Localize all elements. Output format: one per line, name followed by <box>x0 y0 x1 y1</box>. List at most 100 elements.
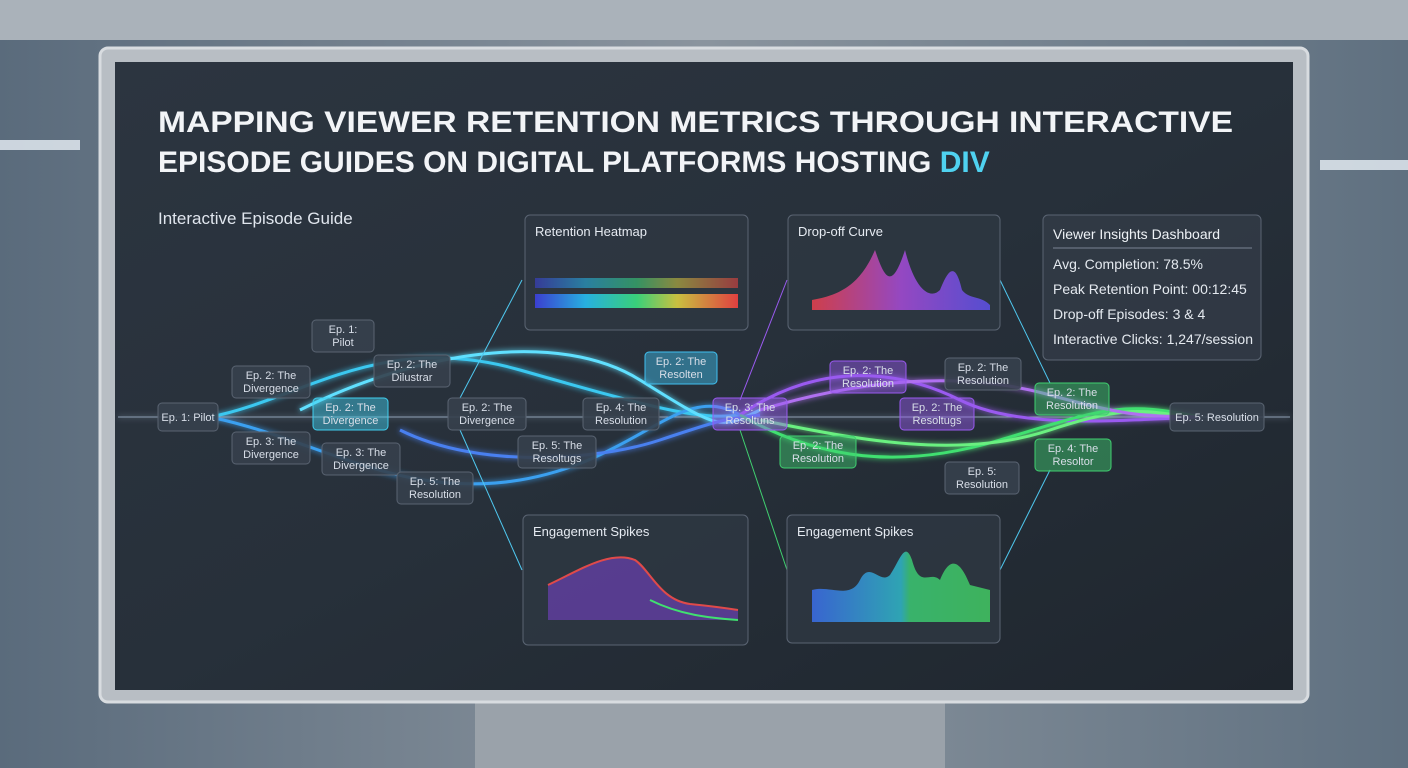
episode-label-line: Ep. 2: The <box>958 362 1009 374</box>
dashboard-item: Interactive Clicks: 1,247/session <box>1053 331 1253 347</box>
panel-title: Engagement Spikes <box>533 524 650 539</box>
episode-label-line: Resoltugs <box>533 453 582 465</box>
flow-line <box>759 410 1201 447</box>
title-line: EPISODE GUIDES ON DIGITAL PLATFORMS HOST… <box>158 146 990 179</box>
episode-label-line: Resoltugs <box>913 415 962 427</box>
episode-label-line: Ep. 3: The <box>246 436 297 448</box>
episode-label-line: Ep. 3: The <box>336 447 387 459</box>
episode-label: Ep. 2: The Resoltugs <box>912 402 963 427</box>
episode-node <box>944 357 1022 391</box>
episode-node <box>712 397 788 431</box>
dashboard-title: Viewer Insights Dashboard <box>1053 226 1220 242</box>
engagement-line <box>649 599 739 621</box>
episode-label-line: Ep. 2: The <box>1047 387 1098 399</box>
episode-node <box>447 397 527 431</box>
episode-label-line: Ep. 1: <box>329 324 358 336</box>
connector <box>739 279 788 401</box>
engagement-area <box>812 551 990 622</box>
episode-label-line: Ep. 2: The <box>912 402 963 414</box>
episode-label-line: Resoltor <box>1053 456 1094 468</box>
title-line: MAPPING VIEWER RETENTION METRICS THROUGH… <box>158 106 1233 139</box>
heatmap-row <box>535 294 738 308</box>
episode-label: Ep. 5: The Resoltugs <box>532 440 583 465</box>
connector <box>739 429 788 571</box>
episode-label-line: Ep. 4: The <box>596 402 647 414</box>
episode-node <box>1169 402 1265 432</box>
episode-label-line: Divergence <box>459 415 515 427</box>
episode-label-line: Resoltuns <box>726 415 775 427</box>
title-highlight: DIV <box>940 146 990 179</box>
monitor-stand <box>475 700 945 768</box>
panel-charts <box>535 250 990 622</box>
episode-label-line: Resolution <box>1046 400 1098 412</box>
drop-off-area <box>812 250 990 310</box>
episode-label: Ep. 3: The Divergence <box>333 447 389 472</box>
episode-label: Ep. 4: The Resoltor <box>1048 443 1099 468</box>
episode-label-line: Ep. 5: The <box>532 440 583 452</box>
episode-node <box>644 351 718 385</box>
heatmap <box>535 278 738 308</box>
episode-node <box>1034 438 1112 472</box>
episode-node <box>231 365 311 399</box>
episode-label-line: Divergence <box>333 460 389 472</box>
episode-label: Ep. 3: The Divergence <box>243 436 299 461</box>
connector <box>459 279 523 399</box>
episode-label: Ep. 2: The Dilustrar <box>387 359 438 384</box>
episode-label-line: Resolution <box>957 375 1009 387</box>
episode-label: Ep. 2: The Resolution <box>957 362 1009 387</box>
panel-title: Engagement Spikes <box>797 524 914 539</box>
episode-label-line: Ep. 2: The <box>387 359 438 371</box>
episode-label: Ep. 3: The Resoltuns <box>725 402 776 427</box>
panel-title: Drop-off Curve <box>798 224 883 239</box>
episode-label-line: Ep. 1: Pilot <box>161 412 214 424</box>
episode-label-line: Ep. 5: The <box>410 476 461 488</box>
engagement-line <box>547 556 739 611</box>
episode-label-line: Ep. 2: The <box>656 356 707 368</box>
episode-label: Ep. 2: The Divergence <box>459 402 515 427</box>
episode-node <box>899 397 975 431</box>
episode-label: Ep. 2: The Resolution <box>792 440 844 465</box>
episode-label-line: Ep. 2: The <box>843 365 894 377</box>
episode-node <box>944 461 1020 495</box>
episode-label-line: Resolution <box>409 489 461 501</box>
flow-line <box>759 379 1201 419</box>
episode-label-line: Ep. 3: The <box>725 402 776 414</box>
title-text: EPISODE GUIDES ON DIGITAL PLATFORMS HOST… <box>158 146 940 179</box>
flow-line <box>399 413 761 459</box>
episode-node <box>321 442 401 476</box>
episode-label-line: Resolution <box>792 453 844 465</box>
episode-label: Ep. 4: The Resolution <box>595 402 647 427</box>
episode-label-line: Divergence <box>323 415 379 427</box>
episode-label-line: Dilustrar <box>392 372 433 384</box>
episode-node <box>396 471 474 505</box>
episode-label-line: Ep. 2: The <box>325 402 376 414</box>
subtitle: Interactive Episode Guide <box>158 209 353 228</box>
episode-label-line: Resolution <box>842 378 894 390</box>
episode-label-line: Ep. 2: The <box>793 440 844 452</box>
heatmap-row <box>535 278 738 288</box>
connector <box>459 429 523 571</box>
episode-label-line: Resolution <box>595 415 647 427</box>
connector <box>999 469 1051 571</box>
episode-node <box>517 435 597 469</box>
flow-line <box>739 407 1201 459</box>
episode-label-line: Resolten <box>659 369 702 381</box>
episode-label: Ep. 5: Resolution <box>956 466 1008 491</box>
episode-node <box>157 402 219 432</box>
episode-label: Ep. 2: The Resolten <box>656 356 707 381</box>
episode-node <box>829 360 907 394</box>
dashboard-item: Drop-off Episodes: 3 & 4 <box>1053 306 1205 322</box>
episode-label-line: Ep. 4: The <box>1048 443 1099 455</box>
episode-node <box>231 431 311 465</box>
ceiling-light <box>1320 160 1408 170</box>
episode-label-line: Pilot <box>332 337 353 349</box>
episode-label-line: Ep. 5: <box>968 466 997 478</box>
flow-line <box>739 374 1201 423</box>
dashboard: Viewer Insights Dashboard <box>1042 214 1262 361</box>
episode-label: Ep. 5: Resolution <box>1175 412 1259 424</box>
episode-label: Ep. 2: The Divergence <box>243 370 299 395</box>
episode-label: Ep. 2: The Divergence <box>323 402 379 427</box>
episode-label: Ep. 1: Pilot <box>329 324 358 349</box>
